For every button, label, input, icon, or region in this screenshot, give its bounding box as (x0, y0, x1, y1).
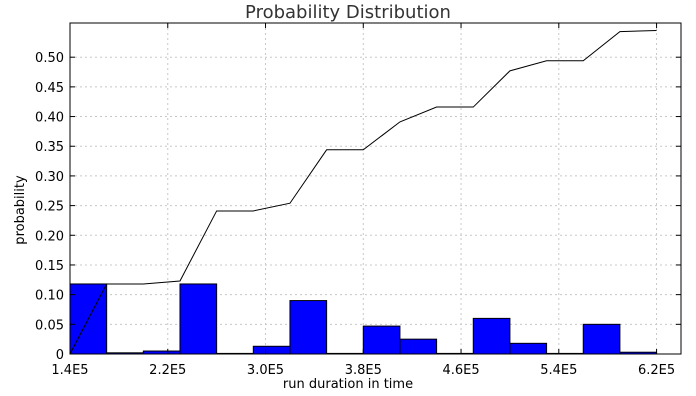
y-tick-label: 0.10 (35, 289, 64, 304)
x-tick-label: 2.2E5 (149, 363, 186, 378)
y-tick-label: 0.15 (35, 259, 64, 274)
bar (362, 325, 401, 355)
plot-frame (69, 22, 682, 355)
x-tick-label: 6.2E5 (638, 363, 675, 378)
bar (289, 300, 328, 355)
y-tick-label: 0.45 (35, 81, 64, 96)
bar (179, 283, 218, 355)
cumulative-line-series (69, 29, 657, 355)
x-tick-label: 3.0E5 (247, 363, 284, 378)
bar (582, 323, 621, 355)
y-axis-label: probability (13, 175, 28, 245)
grid-lines (70, 23, 681, 354)
bar (509, 342, 548, 355)
y-tick-label: 0.20 (35, 229, 64, 244)
x-axis-label: run duration in time (283, 377, 413, 392)
axis-ticks: 0 0.05 0.10 0.15 0.20 0.25 0.30 0.35 0.40 0.45 0.5… (35, 23, 681, 378)
y-tick-label: 0.30 (35, 170, 64, 185)
y-tick-label: 0.35 (35, 140, 64, 155)
x-tick-label: 1.4E5 (51, 363, 88, 378)
y-tick-label: 0.50 (35, 51, 64, 66)
y-tick-label: 0.25 (35, 200, 64, 215)
y-tick-label: 0.40 (35, 111, 64, 126)
cumulative-line (69, 29, 657, 355)
x-tick-label: 4.6E5 (442, 363, 479, 378)
y-tick-label: 0.05 (35, 318, 64, 333)
y-tick-label: 0 (56, 348, 64, 363)
chart-title: Probability Distribution (245, 2, 451, 23)
x-tick-label: 3.8E5 (345, 363, 382, 378)
bar (472, 317, 511, 355)
x-tick-label: 5.4E5 (540, 363, 577, 378)
bar (252, 345, 291, 355)
bar (399, 338, 438, 355)
